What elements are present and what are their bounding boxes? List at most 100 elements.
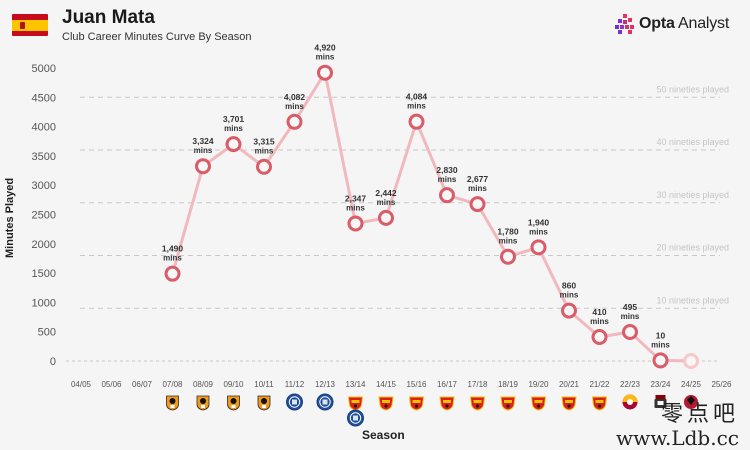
- data-label-unit: mins: [499, 237, 518, 246]
- manchester-united-badge-icon-part: [500, 396, 516, 411]
- data-point: [591, 328, 608, 345]
- data-label-unit: mins: [651, 340, 670, 349]
- data-point: [164, 265, 181, 282]
- valencia-badge-icon-part: [261, 398, 267, 404]
- manchester-united-badge-icon: [591, 396, 608, 411]
- data-label-unit: mins: [468, 184, 487, 193]
- x-tick-label: 16/17: [437, 380, 458, 389]
- data-label: 3,315: [253, 137, 275, 147]
- data-label-unit: mins: [529, 227, 548, 236]
- x-tick-label: 04/05: [71, 380, 92, 389]
- chelsea-badge-icon-part: [353, 415, 358, 421]
- data-label: 4,084: [406, 92, 428, 102]
- spain-flag-icon: [12, 14, 48, 36]
- chelsea-badge-icon-part: [322, 399, 328, 405]
- valencia-badge-icon-part: [169, 398, 176, 404]
- vissel-kobe-badge-icon: [654, 395, 667, 408]
- data-point: [408, 113, 425, 130]
- data-label: 4,920: [314, 43, 336, 53]
- manchester-united-badge-icon-part: [504, 400, 512, 403]
- manchester-united-badge-icon-part: [384, 404, 388, 408]
- chelsea-badge-icon-part: [292, 399, 297, 405]
- manchester-united-badge-icon-part: [591, 396, 608, 411]
- manchester-united-badge-icon-part: [567, 404, 571, 408]
- page-subtitle: Club Career Minutes Curve By Season: [62, 31, 252, 43]
- data-label-unit: mins: [438, 175, 457, 184]
- chelsea-badge-icon: [347, 409, 364, 427]
- chelsea-badge-icon: [316, 393, 334, 411]
- manchester-united-badge-icon-part: [469, 396, 486, 411]
- manchester-united-badge-icon: [347, 396, 364, 411]
- data-label-unit: mins: [590, 317, 609, 326]
- x-tick-label: 23/24: [650, 380, 671, 389]
- x-tick-label: 13/14: [345, 380, 366, 389]
- manchester-united-badge-icon: [378, 396, 394, 411]
- data-label: 2,347: [345, 193, 367, 203]
- x-tick-label: 07/08: [162, 380, 183, 389]
- x-tick-label: 06/07: [132, 380, 153, 389]
- data-label: 495: [623, 302, 637, 312]
- x-tick-label: 19/20: [528, 380, 549, 389]
- data-point: [561, 302, 577, 319]
- x-tick-label: 15/16: [406, 380, 427, 389]
- data-label: 2,442: [375, 188, 397, 198]
- watermark-line-2: www.Ldb.cc: [616, 426, 739, 450]
- brand-name-bold: Opta: [639, 15, 675, 32]
- data-label: 1,940: [528, 217, 550, 227]
- manchester-united-badge-icon-part: [595, 400, 604, 403]
- watermark: 零点吧 www.Ldb.cc: [616, 396, 739, 450]
- chelsea-badge-icon-part: [349, 412, 362, 424]
- y-tick-label: 1500: [32, 268, 56, 280]
- data-label-unit: mins: [255, 147, 274, 156]
- manchester-united-badge-icon: [500, 396, 516, 411]
- data-point: [622, 323, 638, 340]
- manchester-united-badge-icon-part: [382, 400, 390, 403]
- data-label: 1,490: [162, 244, 184, 254]
- data-point: [378, 209, 394, 226]
- vissel-kobe-badge-icon-part: [655, 395, 666, 399]
- x-tick-label: 11/12: [285, 380, 305, 389]
- data-label-unit: mins: [621, 312, 640, 321]
- manchester-united-badge-icon-part: [378, 396, 394, 411]
- x-tick-label: 14/15: [376, 380, 397, 389]
- galatasaray-badge-icon-part: [627, 399, 633, 405]
- data-point: [317, 64, 333, 81]
- manchester-united-badge-icon-part: [506, 404, 510, 408]
- data-point: [256, 158, 272, 175]
- western-sydney-badge-icon-part: [687, 396, 695, 405]
- chelsea-badge-icon-part: [288, 396, 301, 408]
- valencia-badge-icon-part: [200, 398, 206, 404]
- manchester-united-badge-icon-part: [530, 396, 547, 411]
- opta-analyst-logo: Opta Analyst: [614, 13, 729, 35]
- y-tick-label: 4000: [32, 122, 56, 134]
- x-tick-label: 09/10: [223, 380, 244, 389]
- opta-logo-icon: [615, 14, 634, 34]
- page-title: Juan Mata: [62, 7, 155, 28]
- x-tick-label: 18/19: [498, 380, 519, 389]
- manchester-united-badge-icon-part: [598, 404, 601, 408]
- y-tick-label: 3500: [32, 151, 56, 163]
- manchester-united-badge-icon-part: [347, 396, 364, 411]
- data-label: 2,830: [436, 165, 458, 175]
- data-label-unit: mins: [224, 124, 243, 133]
- data-point: [500, 248, 516, 265]
- y-tick-label: 3000: [32, 180, 56, 192]
- manchester-united-badge-icon-part: [537, 404, 540, 408]
- valencia-badge-icon-part: [231, 405, 236, 408]
- data-label-unit: mins: [377, 198, 396, 207]
- x-tick-label: 21/22: [589, 380, 610, 389]
- data-label: 860: [562, 281, 576, 291]
- data-label: 4,082: [284, 92, 306, 102]
- manchester-united-badge-icon-part: [561, 396, 577, 411]
- reference-line-label: 50 nineties played: [656, 84, 729, 94]
- chelsea-badge-icon: [286, 393, 303, 411]
- valencia-badge-icon: [257, 395, 271, 411]
- data-label: 1,780: [497, 227, 519, 237]
- x-axis-title: Season: [362, 428, 405, 442]
- western-sydney-badge-icon: [684, 395, 698, 409]
- x-tick-label: 20/21: [559, 380, 580, 389]
- watermark-line-1: 零点吧: [660, 402, 739, 427]
- manchester-united-badge-icon: [469, 396, 486, 411]
- data-label: 2,677: [467, 174, 489, 184]
